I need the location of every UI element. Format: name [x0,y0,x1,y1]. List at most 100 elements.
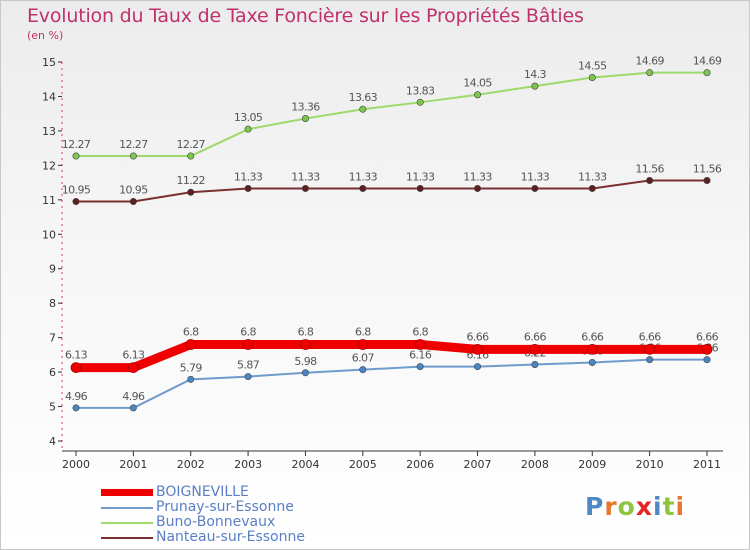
legend-swatch [101,521,153,524]
data-label: 6.66 [466,330,489,343]
data-point [646,356,654,364]
data-point [531,361,539,369]
data-label: 11.56 [635,163,664,176]
data-label: 11.33 [406,170,435,183]
chart-unit-label: (en %) [27,29,64,42]
data-point [416,98,424,106]
data-label: 6.07 [352,352,375,365]
data-label: 11.33 [578,170,607,183]
data-point [359,366,367,374]
data-label: 6.66 [696,330,719,343]
data-point [529,343,541,355]
data-point [129,152,137,160]
y-tick-label: 11 [42,194,56,207]
y-tick-label: 15 [42,56,56,69]
y-tick-label: 5 [49,401,56,414]
data-label: 6.8 [298,326,314,339]
data-label: 11.33 [463,170,492,183]
data-point [588,74,596,82]
data-point [244,125,252,133]
data-point [129,198,137,206]
logo-letter: P [585,492,605,521]
data-label: 13.05 [234,111,263,124]
data-label: 6.8 [183,326,199,339]
data-point [129,404,137,412]
data-label: 13.36 [291,101,320,114]
logo-letter: i [653,492,663,521]
data-label: 4.96 [65,390,88,403]
data-point [474,363,482,371]
legend-swatch [101,506,153,509]
data-point [703,69,711,77]
data-point [586,343,598,355]
data-label: 6.13 [65,349,88,362]
data-point [644,343,656,355]
data-point [127,362,139,374]
y-tick-label: 4 [49,435,56,448]
x-tick-label: 2000 [62,458,90,471]
data-point [416,363,424,371]
data-label: 14.69 [693,55,722,68]
series-line [75,179,708,203]
legend-item: BOIGNEVILLE [101,485,305,500]
logo-letter: r [604,492,618,521]
data-point [703,177,711,185]
series-line [75,71,708,158]
data-label: 11.33 [521,170,550,183]
data-label: 12.27 [62,138,91,151]
data-label: 11.33 [349,170,378,183]
data-label: 6.16 [409,349,432,362]
legend-swatch [101,489,153,496]
legend-item: Nanteau-sur-Essonne [101,530,305,545]
logo-letter: x [635,492,653,521]
data-point [70,362,82,374]
proxiti-logo: Proxiti [585,492,685,521]
data-point [185,339,197,350]
data-point [588,184,596,192]
data-point [646,177,654,185]
y-tick-label: 14 [42,90,56,103]
data-point [474,91,482,99]
logo-letter: t [662,492,676,521]
data-point [301,369,309,377]
legend-label: Prunay-sur-Essonne [156,499,294,515]
data-point [646,69,654,77]
data-label: 14.05 [463,77,492,90]
data-point [472,343,483,355]
data-point [72,152,80,160]
data-point [357,339,369,350]
data-label: 12.27 [176,138,205,151]
data-point [242,339,254,350]
legend-label: BOIGNEVILLE [156,484,249,500]
legend-item: Buno-Bonnevaux [101,515,305,530]
data-point [244,184,252,192]
x-tick-label: 2005 [349,458,377,471]
x-tick-label: 2011 [693,458,721,471]
data-label: 13.83 [406,84,435,97]
data-point [359,184,367,192]
data-label: 10.95 [119,184,148,197]
x-tick-label: 2002 [177,458,205,471]
data-point [301,115,309,123]
legend-swatch [101,536,153,539]
x-tick-label: 2009 [578,458,606,471]
data-label: 6.66 [524,330,547,343]
x-tick-label: 2006 [406,458,434,471]
data-point [72,198,80,206]
data-point [72,404,80,412]
data-point [701,343,713,355]
data-label: 13.63 [349,91,378,104]
y-tick-label: 6 [49,366,56,379]
data-label: 5.79 [180,361,203,374]
data-point [187,152,195,160]
data-point [187,188,195,196]
data-point [531,82,539,90]
data-label: 11.33 [234,170,263,183]
logo-letter: i [675,492,686,521]
data-label: 14.3 [524,68,547,81]
series-line [75,358,708,409]
x-tick-label: 2001 [119,458,147,471]
series-line [71,340,712,373]
